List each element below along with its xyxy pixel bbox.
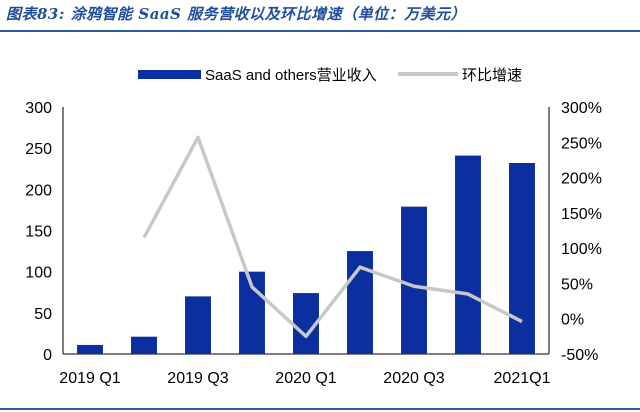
y-tick-label: 50 xyxy=(34,306,52,323)
y-tick-label: 100 xyxy=(25,265,52,282)
growth-rate-line xyxy=(142,135,523,339)
figure-header: 图表83: 涂鸦智能 SaaS 服务营收以及环比增速（单位：万美元） xyxy=(0,0,640,30)
x-tick-label: 2020 Q3 xyxy=(383,370,444,387)
y2-tick-label: 250% xyxy=(561,135,602,152)
figure-title: 图表83: 涂鸦智能 SaaS 服务营收以及环比增速（单位：万美元） xyxy=(6,5,467,23)
x-tick-label: 2020 Q1 xyxy=(275,370,336,387)
bar-2019-Q1 xyxy=(77,344,103,354)
y-tick-label: 200 xyxy=(25,182,52,199)
y-tick-label: 150 xyxy=(25,224,52,241)
combo-chart: SaaS and others营业收入 环比增速 0 50 100 150 200 250… xyxy=(25,67,602,387)
y2-tick-label: 100% xyxy=(561,241,602,258)
x-tick-label: 2019 Q3 xyxy=(167,370,228,387)
bar-2021Q1 xyxy=(509,162,535,354)
y-tick-label: 300 xyxy=(25,100,52,117)
x-tick-label: 2019 Q1 xyxy=(59,370,120,387)
y-tick-label: 250 xyxy=(25,141,52,158)
legend-swatch-bar xyxy=(138,70,201,79)
y2-tick-label: 50% xyxy=(561,276,593,293)
legend-label-bar: SaaS and others营业收入 xyxy=(205,67,377,84)
y2-tick-label: 150% xyxy=(561,206,602,223)
bar-2020-Q4 xyxy=(455,155,481,354)
y2-tick-label: 0% xyxy=(561,312,584,329)
bar-2019-Q3 xyxy=(185,296,211,354)
x-tick-label: 2021Q1 xyxy=(494,370,551,387)
bar-2020-Q3 xyxy=(401,206,427,354)
title-divider xyxy=(0,30,640,32)
y2-tick-label: 200% xyxy=(561,171,602,188)
bar-2019-Q2 xyxy=(131,336,157,354)
bottom-divider xyxy=(0,408,640,410)
legend: SaaS and others营业收入 环比增速 xyxy=(138,67,522,84)
y2-tick-label: -50% xyxy=(561,347,598,364)
legend-label-line: 环比增速 xyxy=(462,67,522,84)
y2-tick-label: 300% xyxy=(561,100,602,117)
y-tick-label: 0 xyxy=(43,347,52,364)
